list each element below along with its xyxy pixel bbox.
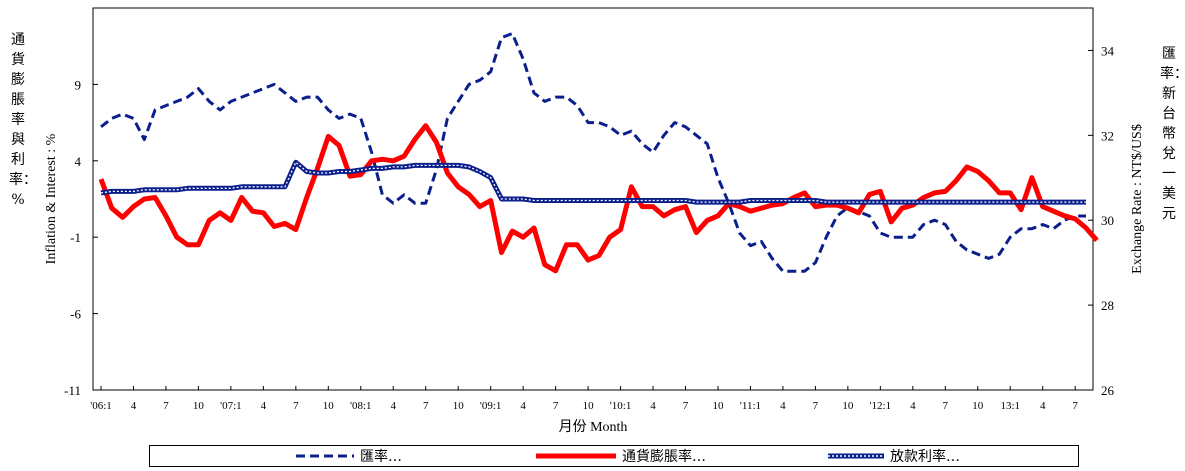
legend-label-inflation: 通貨膨脹率…	[622, 449, 706, 465]
x-tick-label: '11:1	[740, 400, 761, 412]
right-axis-ticks: 26 28 30 32 34	[1088, 43, 1115, 398]
x-axis-label: 月份 Month	[559, 419, 628, 435]
x-tick-label: '08:1	[350, 400, 372, 412]
x-tick-label: 4	[131, 400, 137, 412]
left-tick-label: -1	[70, 230, 81, 245]
x-tick-label: 7	[1072, 400, 1078, 412]
x-tick-label: 4	[780, 400, 786, 412]
legend-swatch-dashed	[296, 454, 354, 458]
left-tick-label: -6	[70, 307, 81, 322]
x-tick-label: 10	[583, 400, 595, 412]
legend-label-exchange-rate: 匯率…	[360, 449, 402, 465]
left-axis-label-cjk: 通貨膨脹率與利率：%	[9, 32, 37, 208]
x-tick-label: 10	[972, 400, 984, 412]
x-tick-label: 4	[520, 400, 526, 412]
x-tick-label: 10	[323, 400, 335, 412]
left-tick-label: -11	[64, 383, 81, 398]
x-tick-label: 10	[712, 400, 724, 412]
x-tick-label: 7	[293, 400, 299, 412]
legend: 匯率… 通貨膨脹率… 放款利率…	[149, 445, 1079, 467]
legend-swatch-solid	[536, 453, 616, 459]
right-tick-label: 32	[1101, 128, 1114, 143]
x-tick-label: 10	[842, 400, 854, 412]
x-tick-label: 4	[391, 400, 397, 412]
series-layer	[98, 32, 1099, 274]
x-tick-label: '07:1	[220, 400, 242, 412]
x-tick-label: 4	[650, 400, 656, 412]
x-tick-label: 7	[943, 400, 949, 412]
x-tick-label: 4	[1040, 400, 1046, 412]
x-tick-label: '06:1	[90, 400, 112, 412]
right-axis-label-cjk: 匯率：新台幣兌一美元	[1160, 46, 1185, 222]
x-tick-label: 13:1	[1000, 400, 1020, 412]
x-tick-label: 7	[813, 400, 819, 412]
right-axis-label: Exchange Rate : NT$/US$	[1130, 124, 1145, 274]
x-tick-label: 4	[261, 400, 267, 412]
right-tick-label: 34	[1101, 43, 1115, 58]
left-tick-label: 4	[75, 154, 82, 169]
x-axis-ticks: '06:1 4 7 10 '07:1 4 7 10 '08:1 4 7 10 '09:1 4 7 10 '10:…	[90, 386, 1078, 412]
legend-item-exchange-rate: 匯率…	[296, 446, 402, 466]
x-tick-label: 10	[193, 400, 205, 412]
series-line-lending-rate	[100, 159, 1086, 205]
x-tick-label: 7	[163, 400, 169, 412]
x-tick-label: '09:1	[480, 400, 502, 412]
right-tick-label: 28	[1101, 298, 1114, 313]
left-axis-ticks: -11 -6 -1 4 9	[64, 77, 98, 398]
plot-area	[92, 7, 1094, 391]
legend-label-lending-rate: 放款利率…	[890, 449, 960, 465]
x-tick-label: 7	[553, 400, 559, 412]
legend-item-inflation: 通貨膨脹率…	[536, 446, 706, 466]
right-tick-label: 26	[1101, 383, 1115, 398]
x-tick-label: '10:1	[610, 400, 632, 412]
right-tick-label: 30	[1101, 213, 1114, 228]
left-tick-label: 9	[75, 77, 82, 92]
x-tick-label: 7	[683, 400, 689, 412]
legend-item-lending-rate: 放款利率…	[828, 446, 960, 466]
x-tick-label: '12:1	[870, 400, 892, 412]
series-line-exchange-rate	[100, 32, 1086, 273]
legend-swatch-dotted	[828, 453, 884, 459]
x-tick-label: 7	[423, 400, 429, 412]
x-tick-label: 4	[910, 400, 916, 412]
left-axis-label: Inflation & Interest : %	[44, 133, 59, 264]
series-line-lending-rate-inner	[100, 161, 1086, 203]
x-tick-label: 10	[453, 400, 465, 412]
series-line-inflation	[98, 123, 1099, 274]
